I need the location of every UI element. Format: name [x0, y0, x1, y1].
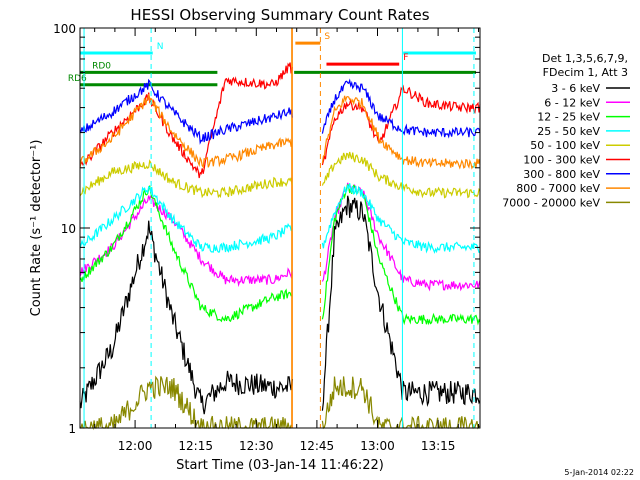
y-tick-label-1: 10	[61, 222, 76, 236]
series-line-50-100-kev	[79, 151, 481, 199]
vlines-layer	[83, 28, 475, 428]
legend-label-800-7000-kev: 800 - 7000 keV	[516, 182, 600, 195]
y-axis-label: Count Rate (s⁻¹ detector⁻¹)	[29, 140, 44, 317]
flag-label-rd0: RD0	[92, 61, 111, 71]
series-line-100-300-kev	[79, 62, 481, 179]
x-tick-label-5: 13:15	[421, 439, 456, 453]
x-tick-label-0: 12:00	[118, 439, 153, 453]
x-tick-label-3: 12:45	[300, 439, 335, 453]
data-gap-band	[292, 28, 323, 428]
legend-label-3-6-kev: 3 - 6 keV	[551, 82, 600, 95]
x-tick-label-1: 12:15	[178, 439, 213, 453]
legend-label-50-100-kev: 50 - 100 keV	[530, 139, 600, 152]
series-line-25-50-kev	[79, 183, 481, 254]
footer-date: 5-Jan-2014 02:22	[564, 468, 634, 477]
flag-label-n: N	[157, 42, 164, 52]
legend-label-100-300-kev: 100 - 300 keV	[523, 154, 600, 167]
x-tick-label-4: 13:00	[360, 439, 395, 453]
series-layer	[79, 62, 481, 431]
series-line-12-25-kev	[79, 184, 481, 326]
legend-header-line-1: Det 1,3,5,6,7,9,	[542, 52, 628, 65]
series-line-800-7000-kev	[79, 93, 481, 170]
legend-label-12-25-kev: 12 - 25 keV	[537, 111, 600, 124]
x-tick-label-2: 12:30	[239, 439, 274, 453]
legend-label-6-12-kev: 6 - 12 keV	[544, 96, 600, 109]
legend-header-line-2: FDecim 1, Att 3	[543, 66, 628, 79]
chart-title: HESSI Observing Summary Count Rates	[130, 6, 429, 24]
y-tick-label-2: 100	[53, 22, 76, 36]
flags-layer: N S F RD0 RD6	[68, 28, 476, 428]
y-tick-label-0: 1	[68, 422, 76, 436]
ticks-layer: 12:00 12:15 12:30 12:45 13:00 13:15 1 10 100	[53, 22, 480, 453]
series-line-300-800-kev	[79, 78, 481, 145]
series-line-3-6-kev	[79, 195, 481, 415]
legend-label-7000-20000-kev: 7000 - 20000 keV	[502, 196, 600, 209]
flag-label-rd6: RD6	[68, 74, 87, 84]
legend-label-25-50-kev: 25 - 50 keV	[537, 125, 600, 138]
flag-label-f: F	[403, 53, 408, 63]
flag-label-s: S	[324, 32, 330, 42]
legend-label-300-800-kev: 300 - 800 keV	[523, 168, 600, 181]
x-axis-label: Start Time (03-Jan-14 11:46:22)	[176, 458, 384, 473]
